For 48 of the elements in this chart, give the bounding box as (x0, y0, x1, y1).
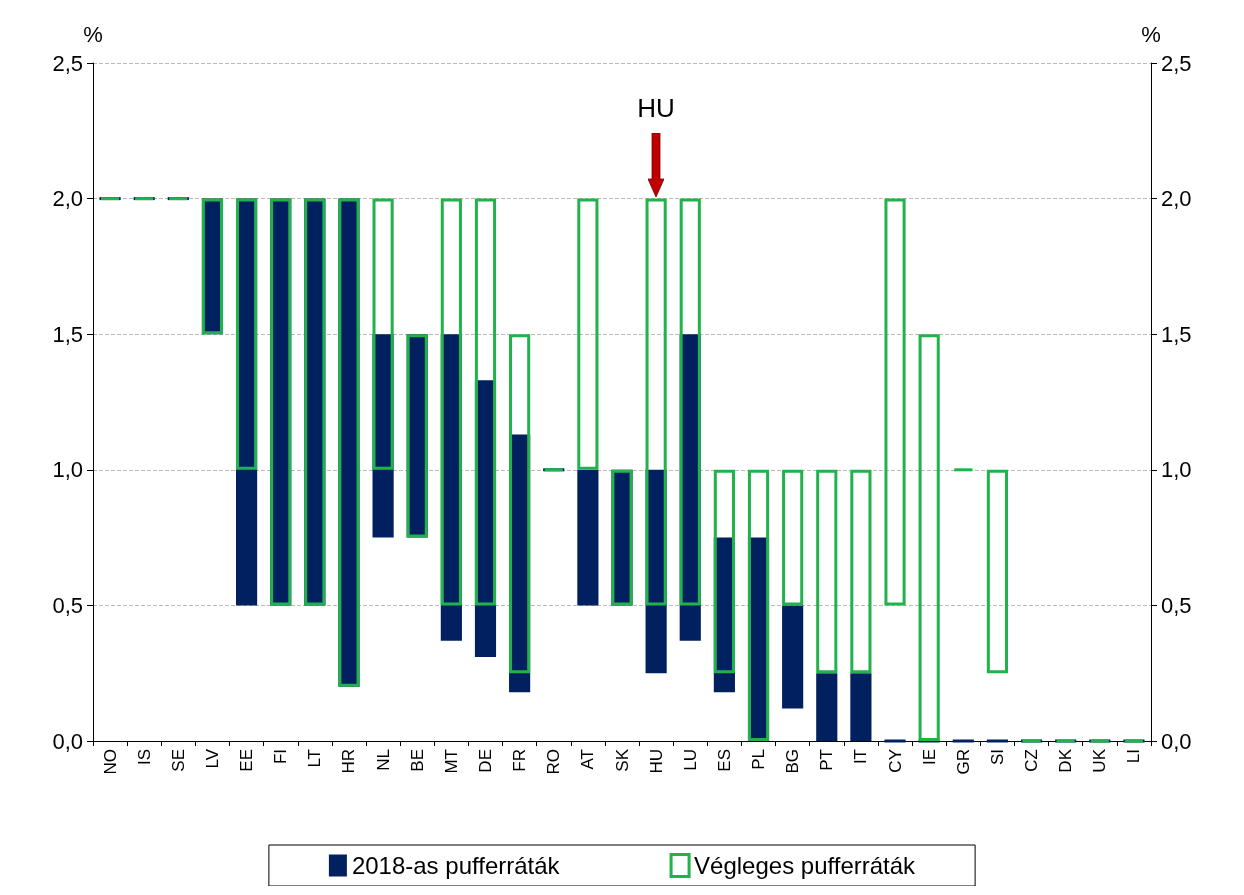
x-tick-label: NO (100, 749, 120, 775)
x-tick-label: DK (1056, 748, 1076, 773)
x-tick-label: LI (1124, 749, 1144, 764)
x-tick-label: HU (646, 749, 666, 774)
x-tick-label: GR (953, 749, 973, 775)
x-tick-label: SI (987, 749, 1007, 766)
x-tick-label: SE (168, 749, 188, 772)
y-tick-label: 2,5 (52, 50, 83, 76)
y2-tick-label: 2,5 (1161, 50, 1192, 76)
y2-tick-label: 0,5 (1161, 592, 1192, 618)
x-tick-label: IE (919, 749, 939, 766)
x-tick-label: IT (851, 749, 871, 765)
x-tick-label: ES (714, 749, 734, 772)
y2-tick-label: 0,0 (1161, 728, 1192, 754)
y2-tick-label: 1,5 (1161, 321, 1192, 347)
y-axis-title: % (83, 21, 103, 47)
x-tick-label: UK (1090, 748, 1110, 773)
x-tick-label: NL (373, 749, 393, 771)
x-tick-label: PT (817, 749, 837, 771)
y2-axis-title: % (1141, 21, 1161, 47)
x-tick-label: DE (475, 749, 495, 773)
x-tick-label: HR (339, 749, 359, 774)
x-tick-label: LV (202, 748, 222, 769)
x-tick-label: RO (544, 749, 564, 775)
x-tick-label: AT (578, 749, 598, 770)
x-tick-label: FR (510, 749, 530, 772)
x-tick-label: LT (305, 749, 325, 768)
x-tick-label: FI (271, 749, 291, 765)
y-tick-label: 0,0 (52, 728, 83, 754)
x-tick-label: IS (134, 749, 154, 766)
x-tick-label: LU (680, 749, 700, 771)
x-tick-label: CY (885, 749, 905, 773)
x-tick-label: CZ (1022, 749, 1042, 772)
y-tick-label: 0,5 (52, 592, 83, 618)
legend-label: 2018-as pufferráták (351, 852, 561, 879)
x-tick-label: BG (783, 749, 803, 774)
x-tick-label: EE (237, 749, 257, 772)
y2-tick-label: 1,0 (1161, 457, 1192, 483)
y2-tick-label: 2,0 (1161, 186, 1192, 212)
x-tick-label: SK (612, 748, 632, 772)
x-tick-label: BE (407, 749, 427, 772)
y-tick-label: 2,0 (52, 186, 83, 212)
x-tick-label: PL (749, 749, 769, 770)
annotation: HU (637, 92, 675, 123)
y-tick-label: 1,5 (52, 321, 83, 347)
legend-label: Végleges pufferráták (694, 852, 917, 879)
y-tick-label: 1,0 (52, 457, 83, 483)
x-tick-label: MT (441, 749, 461, 774)
